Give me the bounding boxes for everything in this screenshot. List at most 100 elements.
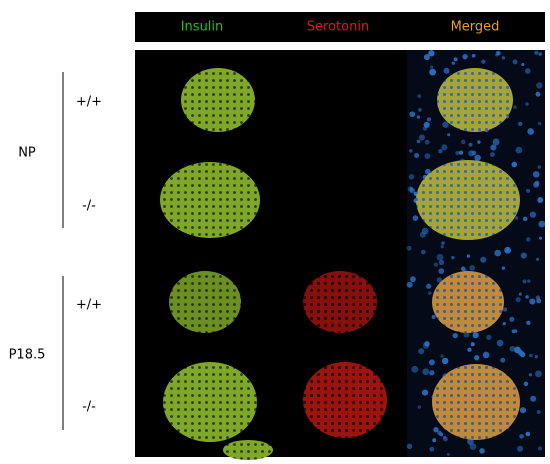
nucleus xyxy=(433,262,438,267)
nucleus xyxy=(512,59,518,65)
nucleus xyxy=(521,62,525,67)
nucleus xyxy=(417,405,422,409)
nucleus xyxy=(451,256,455,260)
nucleus xyxy=(525,431,531,437)
islet xyxy=(163,362,257,442)
nucleus xyxy=(527,279,531,283)
nucleus xyxy=(490,144,497,151)
nucleus xyxy=(500,357,506,363)
nucleus xyxy=(418,134,426,141)
nucleus xyxy=(537,121,542,126)
nucleus xyxy=(442,121,449,128)
nucleus xyxy=(515,296,521,303)
nucleus xyxy=(451,61,455,65)
nucleus xyxy=(416,115,421,119)
nucleus xyxy=(523,381,529,387)
nucleus xyxy=(481,59,486,64)
nucleus xyxy=(538,220,546,228)
nucleus xyxy=(529,298,536,305)
nucleus xyxy=(421,249,426,255)
nucleus xyxy=(414,152,420,158)
nucleus xyxy=(441,241,445,245)
group-label: NP xyxy=(18,146,36,161)
nucleus xyxy=(467,347,472,352)
nucleus xyxy=(429,446,435,452)
nucleus xyxy=(503,307,508,312)
nucleus xyxy=(530,395,537,402)
nucleus xyxy=(429,370,435,376)
nucleus xyxy=(406,443,413,450)
nucleus xyxy=(428,50,435,57)
islet xyxy=(303,271,377,333)
nucleus xyxy=(453,57,458,62)
nucleus xyxy=(536,257,540,261)
nucleus xyxy=(525,237,531,242)
islet xyxy=(169,271,241,333)
nucleus xyxy=(477,140,481,144)
nucleus xyxy=(501,266,506,270)
header-bar xyxy=(135,12,545,42)
nucleus xyxy=(536,410,541,415)
nucleus xyxy=(424,153,431,159)
nucleus xyxy=(525,102,529,106)
nucleus xyxy=(438,149,443,154)
nucleus xyxy=(426,117,431,122)
nucleus xyxy=(422,368,430,375)
nucleus xyxy=(525,295,529,299)
nucleus xyxy=(462,53,468,60)
nucleus xyxy=(452,332,458,339)
nucleus xyxy=(428,359,435,366)
genotype-label: -/- xyxy=(82,199,96,214)
nucleus xyxy=(490,152,495,157)
nucleus xyxy=(471,53,476,58)
nucleus xyxy=(423,121,430,128)
nucleus xyxy=(534,50,539,55)
nucleus xyxy=(520,252,527,259)
nucleus xyxy=(482,351,490,359)
nucleus xyxy=(518,292,522,296)
nucleus xyxy=(496,339,504,347)
nucleus xyxy=(536,82,543,89)
nucleus xyxy=(438,268,445,274)
nucleus xyxy=(480,256,487,263)
nucleus xyxy=(443,436,448,442)
nucleus xyxy=(524,68,531,74)
islet xyxy=(303,362,387,438)
nucleus xyxy=(416,139,421,144)
nucleus xyxy=(502,321,506,326)
nucleus xyxy=(446,452,450,456)
nucleus xyxy=(424,139,430,145)
nucleus xyxy=(509,316,515,322)
nucleus xyxy=(494,249,502,257)
nucleus xyxy=(486,334,492,341)
nucleus xyxy=(522,279,527,284)
nucleus xyxy=(433,426,439,433)
islet xyxy=(160,162,260,238)
nucleus xyxy=(469,443,477,450)
nucleus xyxy=(534,355,539,359)
nucleus xyxy=(408,174,415,180)
nucleus xyxy=(423,54,430,61)
nucleus xyxy=(538,52,542,56)
nucleus xyxy=(528,373,533,377)
nucleus xyxy=(536,298,542,304)
nucleus xyxy=(432,438,437,443)
nucleus xyxy=(447,133,451,137)
nucleus xyxy=(419,231,426,238)
column-label: Insulin xyxy=(181,20,224,35)
nucleus xyxy=(428,291,432,295)
nucleus xyxy=(410,276,416,283)
nucleus xyxy=(529,353,533,358)
nucleus xyxy=(538,236,543,240)
nucleus xyxy=(535,370,542,378)
nucleus xyxy=(436,277,443,283)
islet xyxy=(223,440,273,460)
nucleus xyxy=(437,430,442,435)
nucleus xyxy=(495,50,501,56)
nucleus xyxy=(440,354,444,358)
nucleus xyxy=(511,161,518,168)
nucleus xyxy=(425,168,431,175)
nucleus xyxy=(479,448,485,454)
